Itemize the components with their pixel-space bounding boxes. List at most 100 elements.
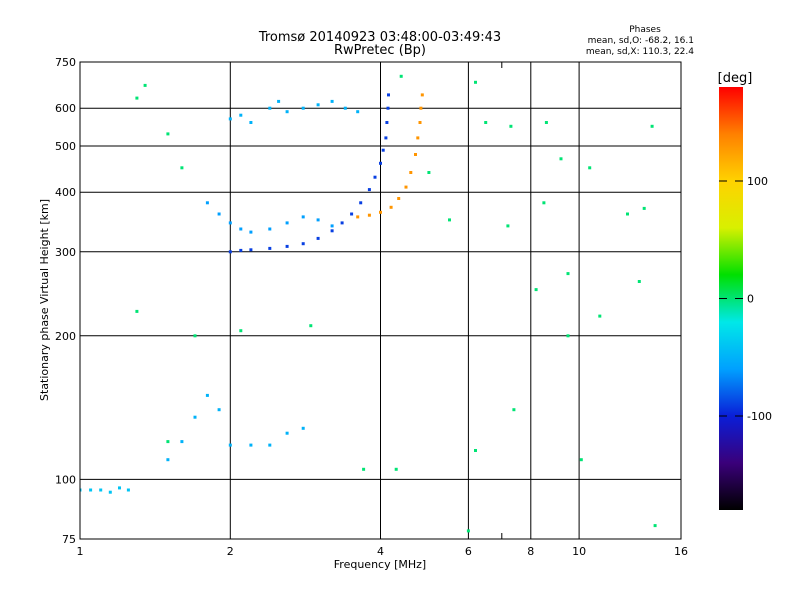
data-point [228,221,232,225]
data-point [379,161,382,165]
data-point [544,121,548,124]
data-point [409,171,413,174]
data-point [356,215,360,219]
data-point [285,431,289,435]
data-point [126,488,130,492]
data-point [249,121,253,124]
data-point [381,148,385,152]
data-point [301,106,305,110]
data-point [135,309,139,313]
data-point [217,212,221,216]
data-point [385,121,389,124]
data-point [509,124,513,128]
data-point [414,153,417,156]
data-point [301,426,305,430]
data-point [626,212,629,216]
colorbar-ticks: 100 0 -100 [719,175,772,423]
y-tick-label: 500 [55,140,76,153]
data-point [309,324,313,328]
y-tick-label: 200 [55,330,76,343]
data-point [386,106,390,110]
data-point [108,490,112,494]
data-point [356,110,360,114]
data-point [350,212,354,216]
data-point [330,99,334,103]
data-point [330,229,334,233]
x-tick-label: 6 [465,545,472,558]
data-point [205,393,209,397]
data-point [362,467,366,471]
data-point [579,458,583,462]
data-point [239,329,243,333]
data-point [89,488,93,492]
data-point [217,408,221,412]
data-point [373,175,377,179]
data-point [566,334,570,338]
data-point [180,166,184,170]
chart-subtitle: RwPretec (Bp) [334,43,426,58]
y-tick-label: 600 [55,102,76,115]
data-point [384,136,388,140]
phases-box-title: Phases [629,25,661,35]
x-tick-label: 8 [527,545,534,558]
data-point [427,171,431,174]
data-point [343,106,347,110]
data-point [420,93,424,97]
data-point [180,440,184,444]
data-point [316,103,320,107]
data-point [653,524,657,528]
data-point [474,80,477,84]
y-tick-label: 750 [55,56,76,69]
data-point [466,529,470,533]
colorbar-tick-label: 100 [747,175,768,188]
data-point [359,201,363,205]
x-axis-ticks: 1 2 4 6 8 10 16 [77,62,688,558]
x-tick-label: 2 [227,545,234,558]
data-point [484,121,488,124]
x-tick-label: 16 [674,545,688,558]
data-point [419,106,423,110]
data-point [379,210,382,214]
data-point [268,106,272,110]
data-point [566,272,570,276]
data-point [301,215,305,219]
data-point [143,83,147,87]
data-points [80,74,657,533]
y-tick-label: 400 [55,186,76,199]
data-point [542,201,546,205]
data-point [416,136,420,140]
y-axis-label: Stationary phase Virtual Height [km] [38,199,51,401]
data-point [367,188,371,192]
data-point [228,443,232,447]
data-point [239,227,243,231]
colorbar-label: [deg] [718,71,753,86]
data-point [285,244,289,248]
data-point [387,93,390,97]
data-point [394,467,398,471]
data-point [239,248,243,252]
data-point [418,121,422,124]
x-tick-label: 1 [77,545,84,558]
data-point [404,185,408,189]
data-point [228,250,232,254]
data-point [166,440,170,444]
data-point [330,224,334,228]
data-point [340,221,344,225]
data-point [637,280,641,283]
data-point [506,224,510,228]
x-tick-label: 4 [377,545,384,558]
grid [80,62,681,539]
y-tick-label: 300 [55,246,76,259]
y-axis-ticks: 75 100 200 300 400 500 600 750 [55,56,76,546]
plot-frame [79,61,682,540]
colorbar-tick-label: -100 [747,410,772,423]
data-point [228,117,232,121]
data-point [239,113,243,117]
data-point [205,201,209,205]
data-point [301,242,305,246]
data-point [598,314,602,318]
data-point [316,236,320,240]
data-point [316,218,320,222]
x-tick-label: 10 [572,545,586,558]
